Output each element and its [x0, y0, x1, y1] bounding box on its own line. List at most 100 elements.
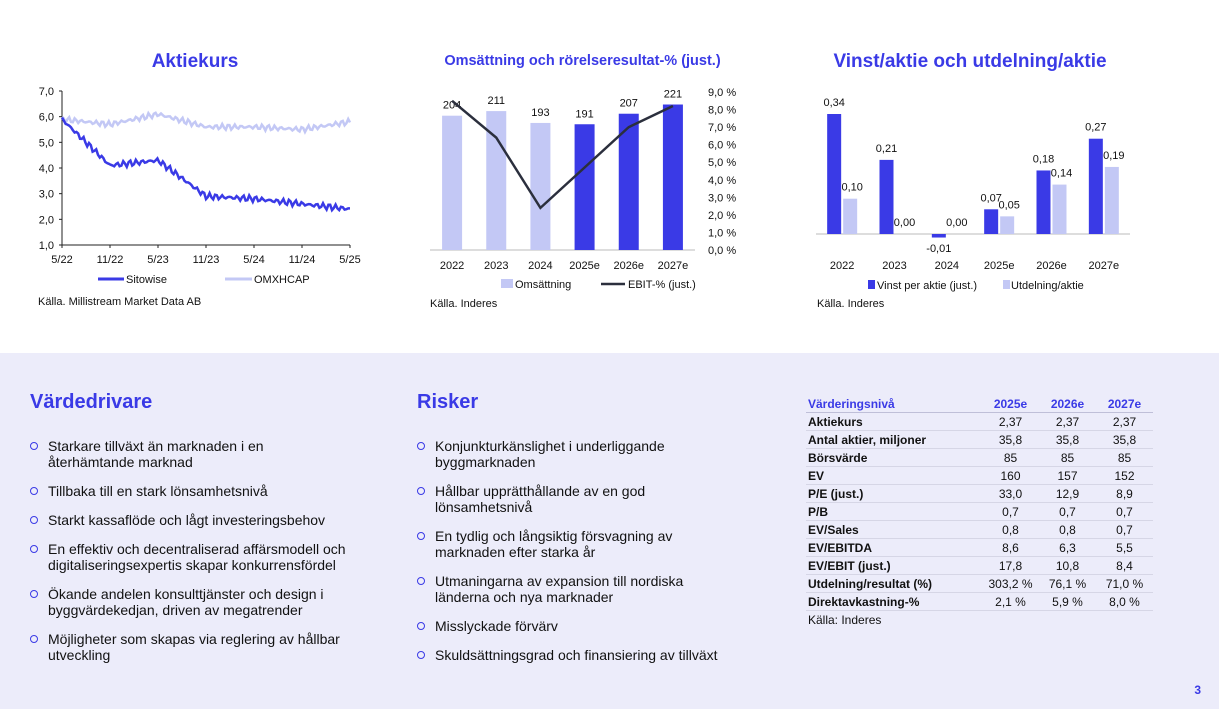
bullet-circle-icon	[417, 622, 425, 630]
valuation-header-year: 2027e	[1096, 395, 1153, 413]
valuation-row-label: Direktavkastning-%	[806, 592, 982, 611]
stock-x-tick-label: 5/23	[147, 254, 168, 266]
dividend-bar-label: 0,00	[894, 217, 915, 229]
risk-item-text: Misslyckade förvärv	[435, 618, 558, 634]
driver-item-text: Tillbaka till en stark lönsamhetsnivå	[48, 483, 268, 499]
risk-item-text: Hållbar upprätthållande av en god	[435, 483, 646, 499]
stock-y-tick-label: 1,0	[39, 240, 54, 252]
drivers-title: Värdedrivare	[30, 391, 153, 413]
revenue-x-tick-label: 2023	[484, 260, 508, 272]
valuation-cell: 85	[982, 448, 1039, 467]
risk-item: Konjunkturkänslighet i underliggande bygg…	[417, 438, 777, 470]
eps-bar	[1088, 138, 1103, 234]
risks-list: Konjunkturkänslighet i underliggande bygg…	[417, 438, 777, 676]
revenue-bar-label: 193	[531, 107, 549, 119]
eps-bar-label: 0,21	[876, 143, 897, 155]
valuation-header-year: 2025e	[982, 395, 1039, 413]
valuation-cell: 0,7	[1096, 520, 1153, 539]
eps-x-tick-label: 2022	[830, 260, 854, 272]
valuation-row-label: EV/EBITDA	[806, 538, 982, 557]
risk-item: Utmaningarna av expansion till nordiska l…	[417, 573, 777, 605]
revenue-bar	[442, 115, 463, 250]
valuation-cell: 10,8	[1039, 556, 1096, 575]
valuation-cell: 8,6	[982, 538, 1039, 557]
eps-bar	[931, 234, 946, 238]
drivers-list: Starkare tillväxt än marknaden i en återh…	[30, 438, 390, 676]
valuation-cell: 0,8	[1039, 520, 1096, 539]
valuation-cell: 85	[1039, 448, 1096, 467]
valuation-cell: 0,7	[982, 502, 1039, 521]
eps-bar-label: -0,01	[926, 243, 951, 255]
dividend-bar	[1052, 184, 1067, 234]
eps-dividend-chart: 0,34 0,10 2022 0,21 0,00 2023 -0,01 0,00 2024 0,0…	[816, 97, 1130, 292]
eps-bar	[984, 209, 999, 234]
legend-label-omsattning: Omsättning	[515, 279, 571, 291]
driver-item: Starkt kassaflöde och lågt investeringsb…	[30, 512, 390, 528]
valuation-cell: 35,8	[1039, 430, 1096, 449]
valuation-table: Värderingsnivå 2025e 2026e 2027e Aktiekurs 2…	[806, 395, 1153, 611]
valuation-cell: 17,8	[982, 556, 1039, 575]
valuation-row-label: EV/EBIT (just.)	[806, 556, 982, 575]
valuation-cell: 76,1 %	[1039, 574, 1096, 593]
risk-item-text: länderna och nya marknader	[435, 589, 614, 605]
valuation-cell: 71,0 %	[1096, 574, 1153, 593]
valuation-row-label: Antal aktier, miljoner	[806, 430, 982, 449]
revenue-chart-title: Omsättning och rörelseresultat-% (just.)	[444, 53, 721, 69]
table-row: EV 160 157 152	[806, 466, 1153, 485]
table-row: EV/EBITDA 8,6 6,3 5,5	[806, 538, 1153, 557]
risk-item-text: lönsamhetsnivå	[435, 499, 533, 515]
stock-x-tick-label: 11/22	[97, 254, 124, 266]
risk-item-text: Skuldsättningsgrad och finansiering av t…	[435, 647, 718, 663]
risk-item-text: En tydlig och långsiktig försvagning av	[435, 528, 673, 544]
bullet-circle-icon	[417, 577, 425, 585]
valuation-cell: 2,37	[982, 412, 1039, 431]
valuation-row-label: P/E (just.)	[806, 484, 982, 503]
stock-chart-source: Källa. Millistream Market Data AB	[38, 296, 202, 308]
stock-y-tick-label: 7,0	[39, 86, 54, 98]
driver-item-text: byggvärdekedjan, driven av megatrender	[48, 602, 303, 618]
valuation-cell: 157	[1039, 466, 1096, 485]
revenue-bar-label: 191	[575, 108, 593, 120]
dividend-bar-label: 0,14	[1051, 168, 1072, 180]
valuation-row-label: Utdelning/resultat (%)	[806, 574, 982, 593]
bullet-circle-icon	[417, 487, 425, 495]
table-row: EV/EBIT (just.) 17,8 10,8 8,4	[806, 556, 1153, 575]
revenue-bar-label: 204	[443, 100, 461, 112]
eps-bar	[879, 159, 894, 234]
ebit-line	[451, 99, 674, 210]
stock-y-tick-label: 3,0	[39, 189, 54, 201]
bullet-circle-icon	[30, 590, 38, 598]
series-line-omxhcap	[61, 110, 352, 135]
driver-item-text: Starkt kassaflöde och lågt investeringsb…	[48, 512, 326, 528]
valuation-header-year: 2026e	[1039, 395, 1096, 413]
driver-item-text: Möjligheter som skapas via reglering av …	[48, 631, 340, 647]
valuation-cell: 35,8	[982, 430, 1039, 449]
eps-bar-label: 0,34	[823, 97, 844, 109]
legend-label-omxhcap: OMXHCAP	[254, 274, 310, 286]
valuation-cell: 2,37	[1096, 412, 1153, 431]
stock-x-tick-label: 11/23	[193, 254, 220, 266]
driver-item: Möjligheter som skapas via reglering av …	[30, 631, 390, 663]
revenue-x-tick-label: 2026e	[613, 260, 644, 272]
valuation-cell: 35,8	[1096, 430, 1153, 449]
valuation-cell: 5,9 %	[1039, 592, 1096, 611]
bullet-circle-icon	[30, 442, 38, 450]
risk-item: Misslyckade förvärv	[417, 618, 777, 634]
valuation-cell: 0,8	[982, 520, 1039, 539]
valuation-cell: 2,37	[1039, 412, 1096, 431]
bullet-circle-icon	[30, 487, 38, 495]
table-row: Börsvärde 85 85 85	[806, 448, 1153, 467]
table-row: P/B 0,7 0,7 0,7	[806, 502, 1153, 521]
risks-title: Risker	[417, 391, 479, 413]
page-number: 3	[1194, 683, 1201, 697]
stock-y-tick-label: 2,0	[39, 214, 54, 226]
valuation-cell: 8,9	[1096, 484, 1153, 503]
valuation-cell: 2,1 %	[982, 592, 1039, 611]
revenue-y2-tick-label: 1,0 %	[708, 227, 736, 239]
driver-item-text: En effektiv och decentraliserad affärsmo…	[48, 541, 346, 557]
revenue-y2-tick-label: 7,0 %	[708, 122, 736, 134]
revenue-y2-tick-label: 5,0 %	[708, 157, 736, 169]
legend-label-sitowise: Sitowise	[126, 274, 167, 286]
valuation-row-label: EV	[806, 466, 982, 485]
eps-x-tick-label: 2024	[935, 260, 959, 272]
